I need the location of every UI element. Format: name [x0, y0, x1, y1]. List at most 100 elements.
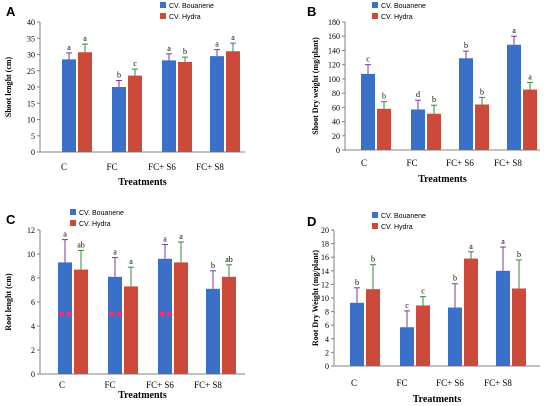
legend-label: CV. Hydra — [381, 224, 413, 231]
y-tick-label: 140 — [328, 46, 340, 55]
legend-swatch — [160, 2, 166, 8]
y-tick-label: 30 — [27, 51, 35, 60]
bar-bouanene — [158, 258, 172, 374]
significance-letter: a — [129, 257, 133, 266]
x-axis-title: Treatments — [418, 174, 467, 185]
marker-dot — [116, 311, 122, 317]
significance-letter: b — [371, 255, 375, 264]
category-label: C — [59, 380, 65, 390]
significance-letter: b — [117, 71, 121, 80]
y-tick-label: 25 — [27, 67, 35, 76]
y-tick-label: 10 — [27, 250, 35, 259]
legend: CV. Bouanene CV. Hydra — [70, 209, 124, 228]
panel-c: C 0 2 4 6 8 10 12 a ab Ca a FC a a FC+ S6 b ab FC+ S8 Treat… — [4, 209, 245, 401]
legend-label: CV. Hydra — [169, 14, 201, 21]
y-axis-title: Shoot lenght (cm) — [4, 56, 13, 117]
legend-swatch — [372, 212, 378, 218]
y-tick-label: 12 — [321, 280, 329, 289]
panel-d: D 0 2 4 6 8 10 12 14 16 18 20 b b Cc c FC b a FC+ S6 a b FC+ S… — [307, 212, 540, 405]
significance-letter: a — [231, 33, 235, 42]
y-tick-label: 14 — [321, 267, 329, 276]
y-axis-title: Root lenght (cm) — [4, 273, 13, 331]
y-tick-label: 35 — [27, 34, 35, 43]
y-tick-label: 120 — [328, 61, 340, 70]
legend: CV. Bouanene CV. Hydra — [372, 212, 426, 231]
bar-bouanene — [206, 288, 220, 374]
bar-bouanene — [400, 327, 414, 366]
significance-letter: b — [480, 87, 484, 96]
bar-hydra — [222, 276, 236, 374]
y-tick-label: 60 — [332, 103, 340, 112]
bar-bouanene — [496, 270, 510, 366]
bar-bouanene — [448, 307, 462, 366]
category-label: FC+ S6 — [148, 162, 176, 172]
category-label: C — [351, 378, 357, 388]
bar-bouanene — [459, 58, 473, 151]
panel-letter: D — [307, 214, 316, 229]
bar-hydra — [74, 269, 88, 374]
panel-letter: A — [6, 4, 16, 19]
panel-a: A 0 5 10 15 20 25 30 35 40 a a Cb c FC a b FC+ S6 a a FC+ S8… — [4, 2, 245, 188]
y-tick-label: 10 — [321, 294, 329, 303]
bar-hydra — [128, 75, 142, 152]
y-axis-title: Shoot Dry weight (mg/plant) — [311, 37, 320, 135]
y-tick-label: 5 — [31, 132, 35, 141]
x-axis-title: Treatments — [118, 390, 167, 401]
y-tick-label: 8 — [325, 308, 329, 317]
bar-hydra — [178, 61, 192, 152]
bar-bouanene — [507, 44, 521, 150]
y-tick-label: 2 — [31, 346, 35, 355]
panel-letter: C — [6, 212, 16, 227]
legend-label: CV. Bouanene — [381, 213, 426, 220]
significance-letter: c — [366, 55, 370, 64]
category-label: FC — [396, 378, 407, 388]
significance-letter: a — [167, 44, 171, 53]
significance-letter: b — [211, 261, 215, 270]
y-tick-label: 100 — [328, 75, 340, 84]
significance-letter: a — [512, 26, 516, 35]
legend-swatch — [372, 223, 378, 229]
y-tick-label: 20 — [332, 132, 340, 141]
significance-letter: c — [421, 287, 425, 296]
significance-letter: a — [83, 34, 87, 43]
significance-letter: c — [133, 59, 137, 68]
y-tick-label: 80 — [332, 89, 340, 98]
category-label: FC+ S8 — [196, 162, 224, 172]
y-tick-label: 160 — [328, 32, 340, 41]
y-tick-label: 4 — [31, 322, 35, 331]
y-tick-label: 12 — [27, 226, 35, 235]
significance-letter: a — [113, 248, 117, 257]
legend-swatch — [70, 209, 76, 215]
significance-letter: b — [183, 47, 187, 56]
bar-bouanene — [411, 109, 425, 150]
category-label: FC+ S8 — [494, 158, 522, 168]
significance-letter: a — [163, 234, 167, 243]
y-tick-label: 0 — [31, 148, 35, 157]
legend: CV. Bouanene CV. Hydra — [372, 2, 426, 21]
category-label: FC+ S8 — [484, 378, 512, 388]
bar-bouanene — [350, 302, 364, 366]
legend-label: CV. Bouanene — [381, 3, 426, 10]
significance-letter: a — [215, 40, 219, 49]
category-label: C — [361, 158, 367, 168]
bar-hydra — [416, 305, 430, 366]
marker-dot — [166, 311, 172, 317]
y-tick-label: 180 — [328, 18, 340, 27]
bar-hydra — [523, 89, 537, 150]
legend-label: CV. Hydra — [381, 14, 413, 21]
significance-letter: b — [382, 92, 386, 101]
bar-bouanene — [112, 87, 126, 152]
bar-bouanene — [361, 73, 375, 150]
legend-label: CV. Hydra — [79, 221, 111, 228]
y-tick-label: 6 — [325, 321, 329, 330]
category-label: FC — [106, 162, 117, 172]
significance-letter: a — [501, 237, 505, 246]
bar-hydra — [174, 262, 188, 374]
x-axis-title: Treatments — [413, 394, 462, 405]
significance-letter: a — [469, 242, 473, 251]
y-tick-label: 18 — [321, 240, 329, 249]
bar-hydra — [427, 113, 441, 150]
marker-dot — [66, 311, 72, 317]
bar-hydra — [366, 289, 380, 366]
